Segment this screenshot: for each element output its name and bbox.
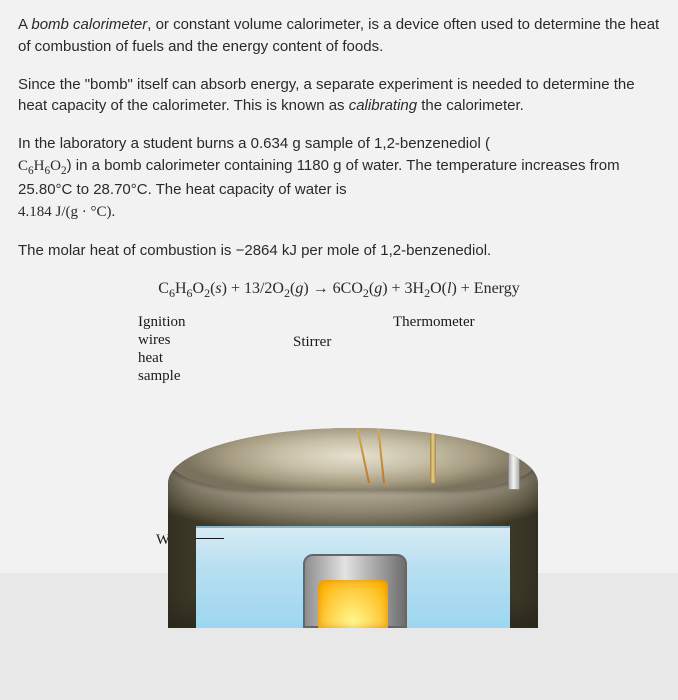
paragraph-3: In the laboratory a student burns a 0.63… bbox=[18, 133, 660, 224]
calorimeter-body-icon bbox=[168, 428, 538, 628]
label-ignition-wires: Ignition wires heat sample bbox=[138, 313, 186, 385]
text: Since the "bomb" itself can absorb energ… bbox=[18, 76, 635, 115]
calorimeter-diagram: Ignition wires heat sample Stirrer Therm… bbox=[18, 313, 660, 573]
document-page: A bomb calorimeter, or constant volume c… bbox=[0, 0, 678, 573]
text: A bbox=[18, 16, 31, 33]
text: Ignition bbox=[138, 314, 186, 330]
text: wires bbox=[138, 332, 171, 348]
label-thermometer: Thermometer bbox=[393, 313, 475, 331]
calorimeter-lid-icon bbox=[168, 428, 538, 490]
stirrer-rod-icon bbox=[430, 428, 436, 483]
sample-flame-icon bbox=[318, 580, 388, 628]
text: ) in a bomb calorimeter containing 1180 … bbox=[18, 157, 620, 198]
text: the calorimeter. bbox=[417, 97, 524, 114]
text: sample bbox=[138, 368, 181, 384]
paragraph-2: Since the "bomb" itself can absorb energ… bbox=[18, 74, 660, 118]
text: heat bbox=[138, 350, 163, 366]
leader-line-icon bbox=[196, 538, 224, 539]
paragraph-4: The molar heat of combustion is −2864 kJ… bbox=[18, 240, 660, 262]
term-calibrating: calibrating bbox=[349, 97, 417, 114]
text: The molar heat of combustion is −2864 kJ… bbox=[18, 242, 491, 259]
term-bomb-calorimeter: bomb calorimeter bbox=[31, 16, 147, 33]
combustion-equation: C6H6O2(s) + 13/2O2(g) → 6CO2(g) + 3H2O(l… bbox=[18, 277, 660, 303]
formula-benzenediol: C6H6O2 bbox=[18, 158, 67, 174]
thermometer-icon bbox=[508, 428, 520, 490]
heat-capacity-value: 4.184 J/(g · °C). bbox=[18, 204, 115, 220]
paragraph-1: A bomb calorimeter, or constant volume c… bbox=[18, 14, 660, 58]
text: In the laboratory a student burns a 0.63… bbox=[18, 135, 490, 152]
label-stirrer: Stirrer bbox=[293, 333, 331, 351]
